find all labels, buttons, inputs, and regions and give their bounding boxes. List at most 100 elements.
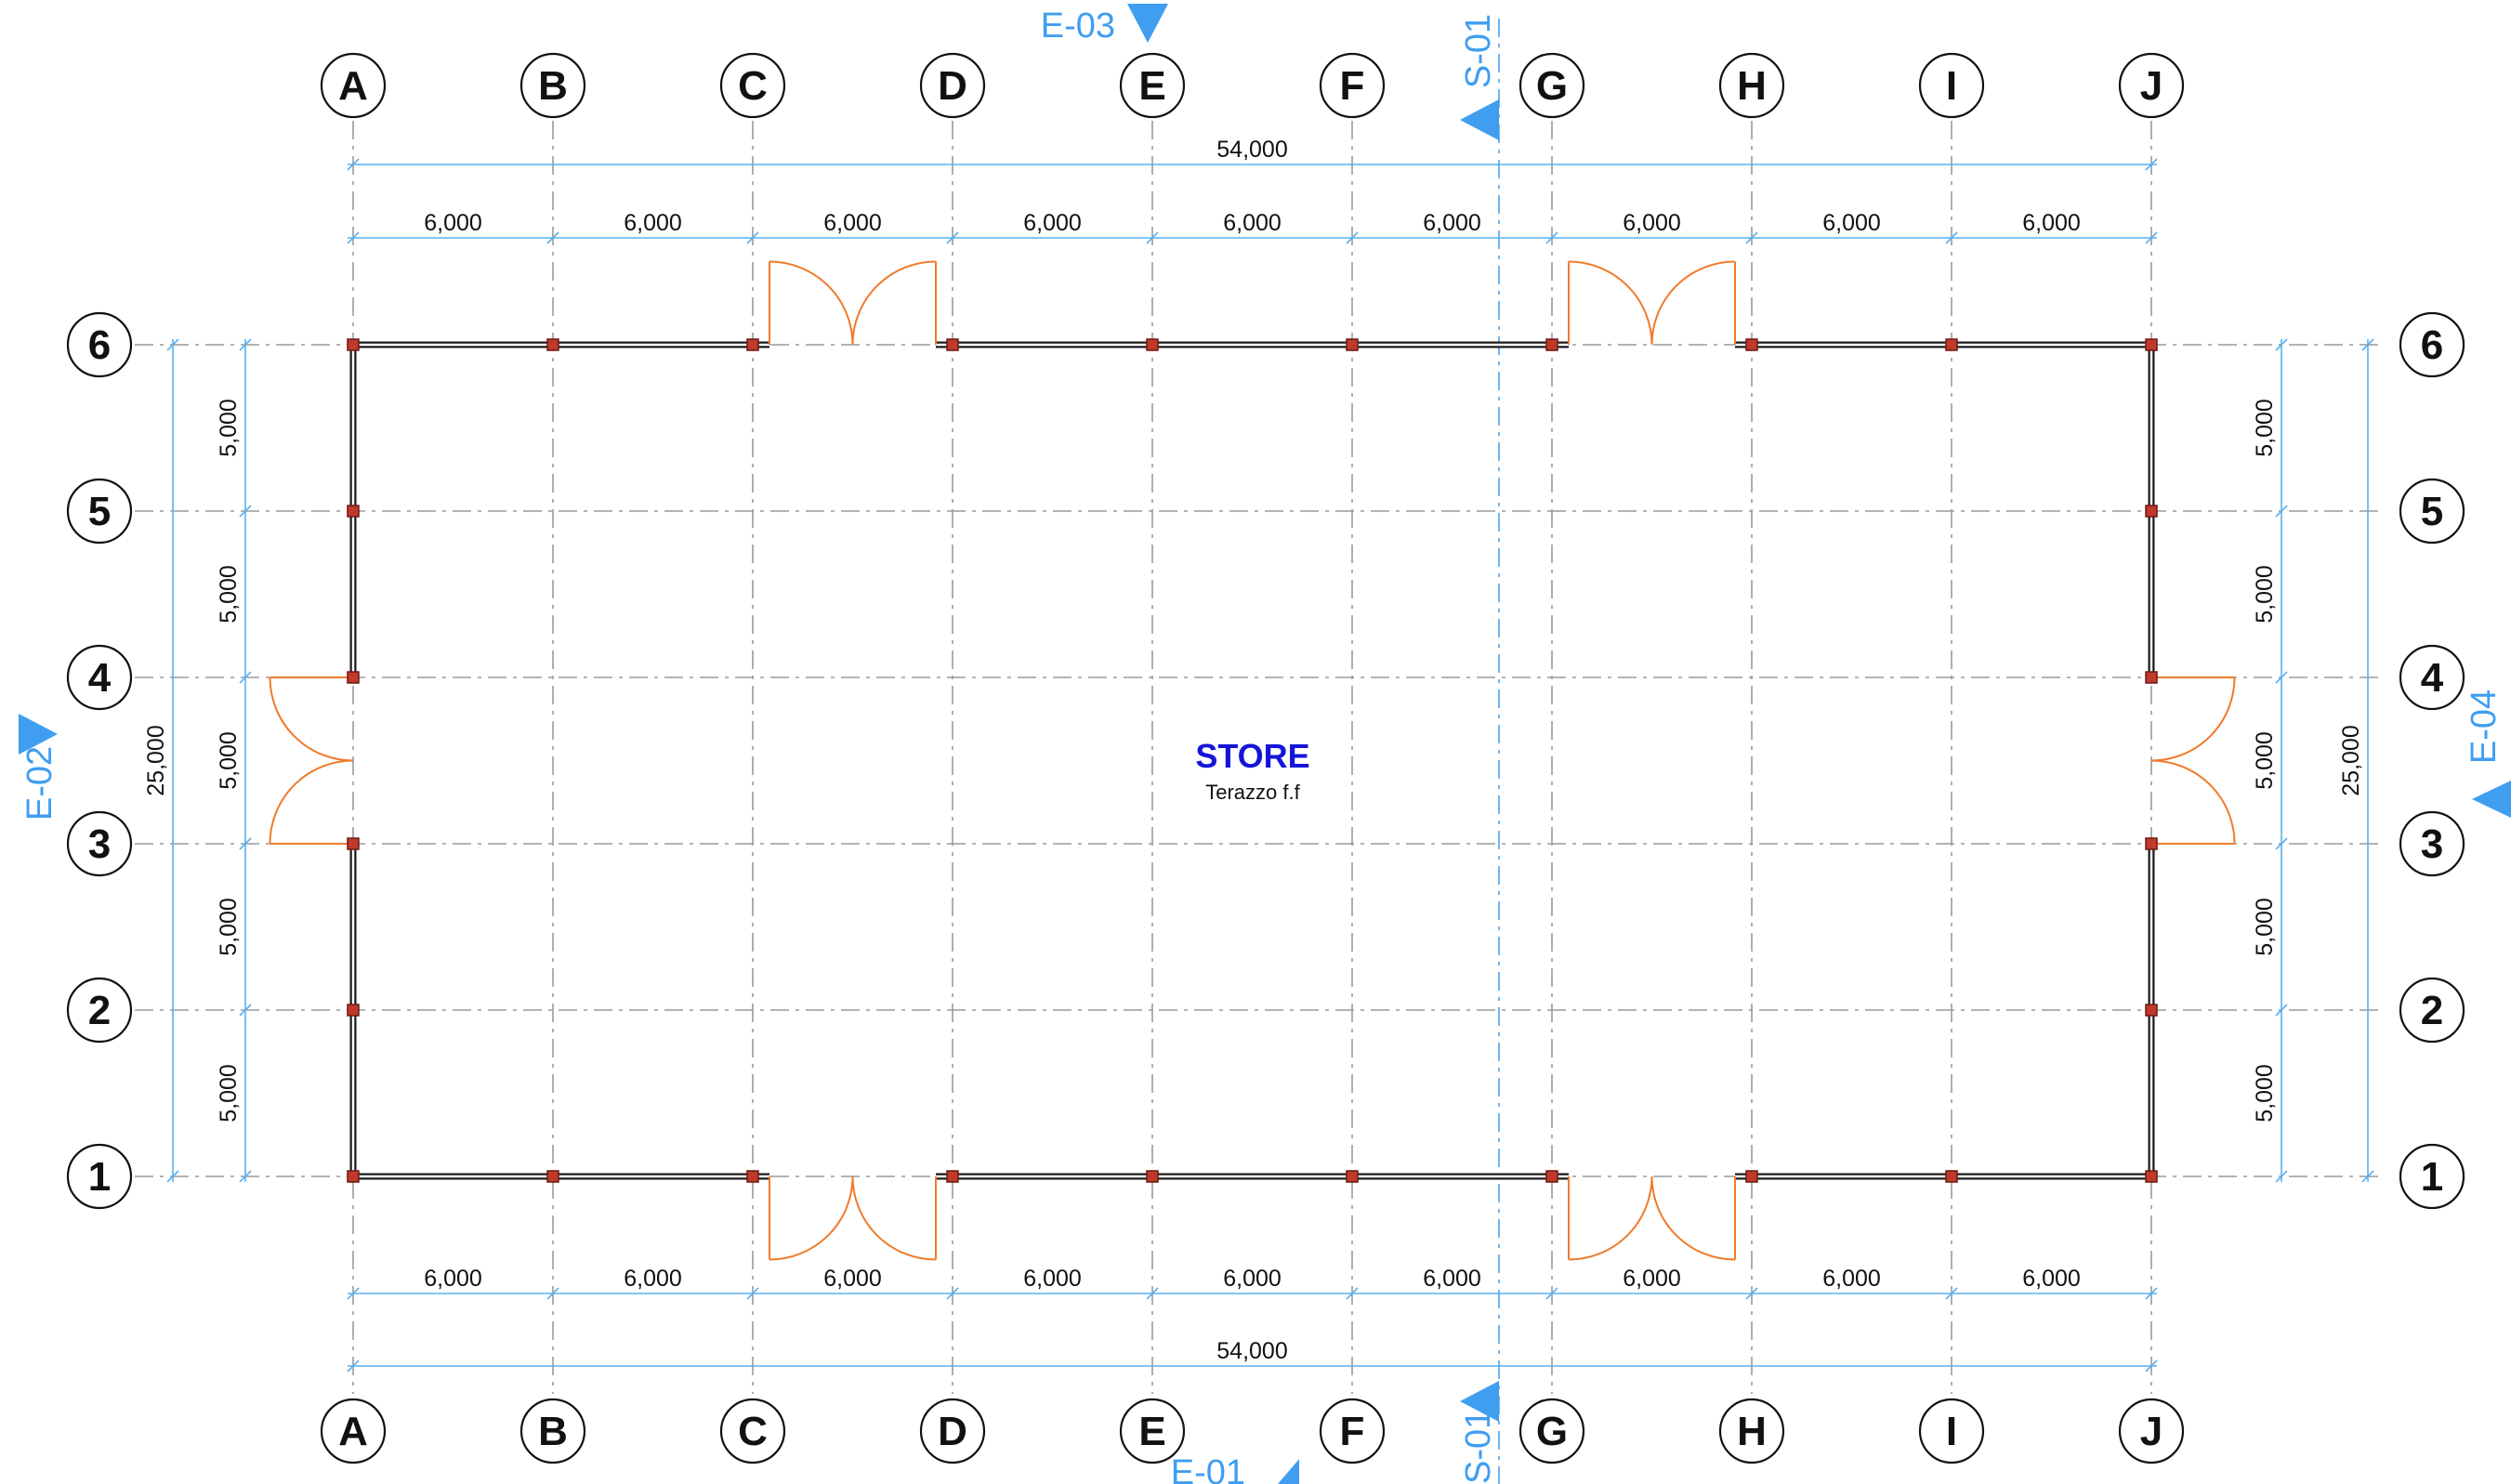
grid-bubble-left-4-label: 4 <box>88 655 112 701</box>
grid-bubble-left-1-circle <box>66 1143 133 1210</box>
dimension-label: 6,000 <box>424 1266 482 1292</box>
grid-bubble-left-5-label: 5 <box>88 489 111 534</box>
grid-bubble-right-3-circle <box>2399 810 2465 877</box>
room-label: STORE Terazzo f.f <box>1195 737 1309 804</box>
column <box>1745 338 1758 351</box>
dimension-tick <box>2275 1004 2288 1017</box>
dimension-tick <box>1945 1287 1958 1300</box>
dimension-label: 6,000 <box>1023 210 1082 236</box>
grid-bubble-bottom-e-circle <box>1119 1398 1186 1464</box>
dimension-tick <box>1346 1287 1359 1300</box>
grid-bubble-bottom-f-label: F <box>1340 1409 1365 1454</box>
column <box>2145 505 2158 518</box>
dimension-tick <box>2275 837 2288 850</box>
dimension-label: 5,000 <box>2252 898 2278 956</box>
column <box>946 1170 959 1183</box>
dimension-label: 6,000 <box>2022 1266 2081 1292</box>
grid-bubble-bottom-j-label: J <box>2140 1409 2163 1454</box>
dimension-tick <box>746 1287 759 1300</box>
grid-bubble-top-a-label: A <box>338 63 368 109</box>
dimension-tick <box>2275 1170 2288 1183</box>
dimension-label: 6,000 <box>823 1266 882 1292</box>
dimension-label: 6,000 <box>1023 1266 1082 1292</box>
dimension-label: 6,000 <box>1623 210 1681 236</box>
dimension-label: 6,000 <box>1223 210 1282 236</box>
dimension-label: 5,000 <box>216 1064 242 1123</box>
grid-bubble-right-4-label: 4 <box>2421 655 2444 701</box>
column <box>347 505 360 518</box>
grid-bubble-left-5-circle <box>66 478 133 545</box>
doors <box>269 260 2236 1261</box>
dimension-label: 5,000 <box>2252 1064 2278 1123</box>
elevation-marker-right-triangle <box>2472 781 2511 818</box>
column <box>2145 338 2158 351</box>
grid-bubble-top-j-label: J <box>2140 63 2163 109</box>
grid-bubble-left-2-circle <box>66 977 133 1044</box>
grid-bubble-top-f-label: F <box>1340 63 1365 109</box>
room-finish: Terazzo f.f <box>1205 781 1300 804</box>
column <box>1945 1170 1958 1183</box>
dimension-label: 5,000 <box>2252 731 2278 790</box>
door-swing <box>769 1175 854 1261</box>
dimension-label: 6,000 <box>1623 1266 1681 1292</box>
dimension-label: 25,000 <box>2338 725 2364 795</box>
column <box>1545 338 1558 351</box>
grid-bubble-right-6-circle <box>2399 311 2465 378</box>
section-marker-bottom-triangle <box>1460 1381 1499 1422</box>
dimension-tick <box>1545 231 1558 244</box>
door-swing <box>1650 260 1736 346</box>
dimension-tick <box>2145 158 2158 171</box>
dimension-tick <box>239 1004 252 1017</box>
door-swing <box>851 260 937 346</box>
dimension-label: 5,000 <box>216 731 242 790</box>
grid-bubble-top-c-label: C <box>738 63 768 109</box>
dimension-label: 6,000 <box>1822 210 1881 236</box>
column <box>2145 1170 2158 1183</box>
grid-bubble-bottom-b-circle <box>519 1398 586 1464</box>
grid-bubble-top-d-label: D <box>938 63 967 109</box>
column <box>347 671 360 684</box>
grid-bubble-right-6-label: 6 <box>2421 322 2443 368</box>
elevation-marker-left-triangle <box>19 714 58 755</box>
elevation-marker-bottom-label: E-01 <box>1171 1453 1245 1484</box>
section-marker-top-triangle <box>1460 99 1499 140</box>
grid-bubble-left-2-label: 2 <box>88 988 111 1033</box>
dimension-tick <box>946 231 959 244</box>
dimension-tick <box>2275 671 2288 684</box>
elevation-marker-top-triangle <box>1127 4 1168 43</box>
dimension-tick <box>2145 1359 2158 1372</box>
section-marker-top-label: S-01 <box>1459 14 1498 88</box>
grid-bubble-bottom-a-circle <box>320 1398 387 1464</box>
dimension-tick <box>347 1287 360 1300</box>
grid-bubbles: A A B B C C D D E E F F G G H H I I J J 1 1 2 2 3 3 4 4 5 5 6 6 <box>66 52 2465 1464</box>
column <box>347 1004 360 1017</box>
dimension-label: 54,000 <box>1216 137 1287 163</box>
dimension-tick <box>239 1170 252 1183</box>
grid-bubble-top-i-circle <box>1918 52 1985 119</box>
grid-bubble-top-h-label: H <box>1737 63 1767 109</box>
dimension-label: 5,000 <box>2252 565 2278 624</box>
dimension-tick <box>347 231 360 244</box>
grid-bubble-bottom-e-label: E <box>1138 1409 1165 1454</box>
column <box>746 338 759 351</box>
grid-bubble-bottom-g-label: G <box>1536 1409 1568 1454</box>
grid-bubble-top-a-circle <box>320 52 387 119</box>
columns <box>347 338 2158 1183</box>
grid-bubble-left-6-circle <box>66 311 133 378</box>
grid-bubble-right-1-circle <box>2399 1143 2465 1210</box>
dimension-tick <box>166 338 179 351</box>
column <box>2145 671 2158 684</box>
grid-bubble-left-4-circle <box>66 644 133 711</box>
dimension-label: 5,000 <box>2252 399 2278 457</box>
door-swing <box>1650 1175 1736 1261</box>
dimension-tick <box>2145 231 2158 244</box>
grid-bubble-bottom-a-label: A <box>338 1409 368 1454</box>
dimension-tick <box>2275 338 2288 351</box>
column <box>2145 1004 2158 1017</box>
dimension-tick <box>239 671 252 684</box>
grid-bubble-top-b-label: B <box>538 63 568 109</box>
grid-bubble-bottom-i-circle <box>1918 1398 1985 1464</box>
dimension-label: 25,000 <box>143 725 169 795</box>
column <box>347 338 360 351</box>
